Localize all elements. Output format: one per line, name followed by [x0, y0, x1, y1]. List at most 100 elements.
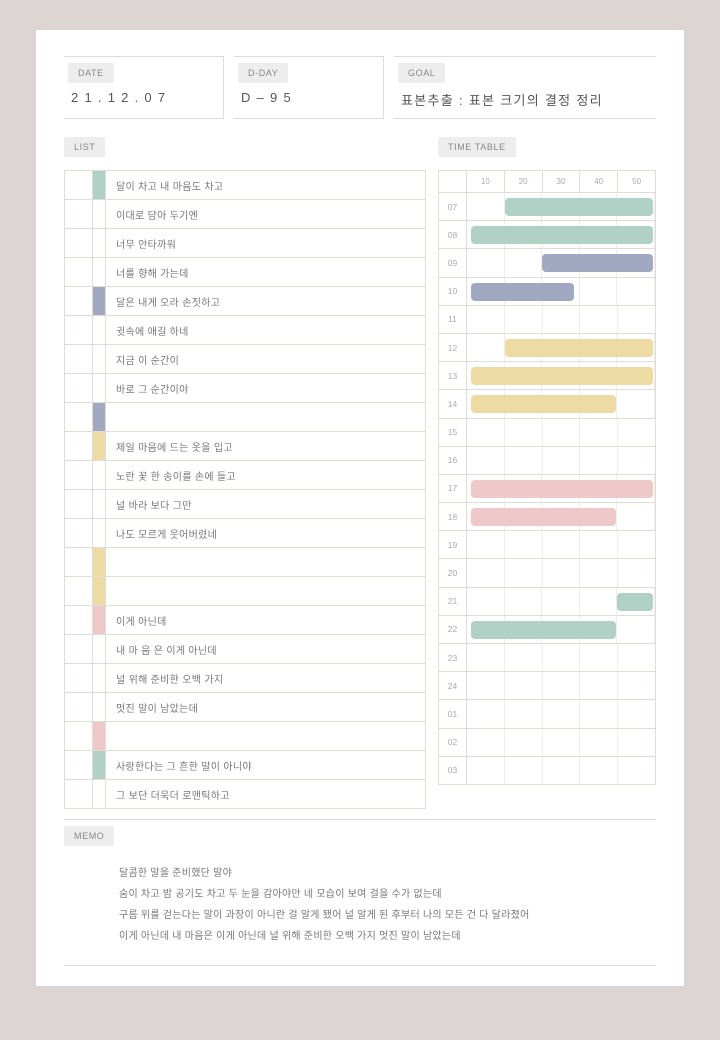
timetable-row: 23 — [439, 644, 655, 672]
list-text — [106, 403, 425, 431]
timetable-cell — [467, 588, 505, 615]
timetable-cell — [617, 616, 655, 643]
list-text: 너를 향해 가는데 — [106, 258, 425, 286]
list-check-cell[interactable] — [65, 258, 93, 286]
timetable-header: 1020304050 — [439, 171, 655, 193]
list-row: 너를 향해 가는데 — [65, 258, 425, 287]
list-check-cell[interactable] — [65, 606, 93, 634]
list-check-cell[interactable] — [65, 171, 93, 199]
list-check-cell[interactable] — [65, 461, 93, 489]
timetable-cell — [543, 306, 581, 333]
list-text: 널 바라 보다 그만 — [106, 490, 425, 518]
timetable-cell — [618, 644, 655, 671]
timetable-cell — [505, 306, 543, 333]
list-check-cell[interactable] — [65, 519, 93, 547]
list-check-cell[interactable] — [65, 780, 93, 808]
list-check-cell[interactable] — [65, 432, 93, 460]
timetable-bar — [471, 480, 653, 498]
list-color-marker — [93, 403, 106, 431]
timetable-grid — [467, 531, 655, 558]
list-check-cell[interactable] — [65, 403, 93, 431]
list-check-cell[interactable] — [65, 490, 93, 518]
timetable-cell — [618, 531, 655, 558]
timetable-hour-label: 14 — [439, 390, 467, 417]
list-text: 내 마 음 은 이게 아닌데 — [106, 635, 425, 663]
timetable-cell — [505, 700, 543, 727]
timetable-row: 19 — [439, 531, 655, 559]
timetable-row: 22 — [439, 616, 655, 644]
timetable-cell — [467, 306, 505, 333]
timetable-cell — [467, 447, 505, 474]
list-check-cell[interactable] — [65, 635, 93, 663]
timetable-hour-label: 21 — [439, 588, 467, 615]
list-text: 멋진 말이 남았는데 — [106, 693, 425, 721]
list-row: 이게 아닌데 — [65, 606, 425, 635]
timetable-minute-header: 30 — [543, 171, 581, 192]
list-check-cell[interactable] — [65, 722, 93, 750]
list-check-cell[interactable] — [65, 693, 93, 721]
timetable-cell — [505, 447, 543, 474]
timetable-cell — [580, 672, 618, 699]
timetable-hour-label: 13 — [439, 362, 467, 389]
list-check-cell[interactable] — [65, 548, 93, 576]
timetable-cell — [580, 757, 618, 784]
list-check-cell[interactable] — [65, 316, 93, 344]
list-check-cell[interactable] — [65, 229, 93, 257]
list-row: 멋진 말이 남았는데 — [65, 693, 425, 722]
timetable-hour-label: 23 — [439, 644, 467, 671]
timetable-hour-label: 11 — [439, 306, 467, 333]
timetable-hour-label: 16 — [439, 447, 467, 474]
list-text — [106, 722, 425, 750]
list-color-marker — [93, 374, 106, 402]
list-color-marker — [93, 258, 106, 286]
timetable-cell — [467, 700, 505, 727]
list-check-cell[interactable] — [65, 374, 93, 402]
list-text: 달이 차고 내 마음도 차고 — [106, 171, 425, 199]
memo-line: 숨이 차고 밤 공기도 차고 두 눈을 감아야만 네 모습이 보여 걸을 수가 … — [119, 884, 656, 905]
list-check-cell[interactable] — [65, 287, 93, 315]
timetable-bar — [505, 198, 654, 216]
list-color-marker — [93, 316, 106, 344]
list-check-cell[interactable] — [65, 577, 93, 605]
timetable-cell — [618, 447, 655, 474]
timetable-cell — [505, 249, 543, 276]
timetable-cell — [543, 672, 581, 699]
list-color-marker — [93, 664, 106, 692]
list-row — [65, 548, 425, 577]
list-check-cell[interactable] — [65, 345, 93, 373]
dday-value: D – 9 5 — [238, 90, 379, 105]
timetable-grid — [467, 616, 655, 643]
list-text: 지금 이 순간이 — [106, 345, 425, 373]
timetable-cell — [580, 559, 618, 586]
timetable-hour-label: 24 — [439, 672, 467, 699]
list-row: 널 위해 준비한 오백 가지 — [65, 664, 425, 693]
list-row: 제일 마음에 드는 옷을 입고 — [65, 432, 425, 461]
timetable-cell — [580, 278, 618, 305]
timetable-hour-label: 20 — [439, 559, 467, 586]
timetable-hour-label: 01 — [439, 700, 467, 727]
timetable-cell — [618, 700, 655, 727]
timetable-bar — [471, 621, 616, 639]
timetable-cell — [467, 531, 505, 558]
list-color-marker — [93, 461, 106, 489]
timetable-row: 02 — [439, 729, 655, 757]
list-color-marker — [93, 606, 106, 634]
list-check-cell[interactable] — [65, 751, 93, 779]
list-text: 나도 모르게 웃어버렸네 — [106, 519, 425, 547]
timetable-cell — [543, 559, 581, 586]
list-check-cell[interactable] — [65, 200, 93, 228]
timetable-hour-label: 09 — [439, 249, 467, 276]
list-row: 내 마 음 은 이게 아닌데 — [65, 635, 425, 664]
timetable-cell — [467, 249, 505, 276]
list-row: 이대로 담아 두기엔 — [65, 200, 425, 229]
timetable-cell — [580, 306, 618, 333]
timetable-cell — [618, 559, 655, 586]
timetable-row: 07 — [439, 193, 655, 221]
timetable-cell — [580, 419, 618, 446]
list-check-cell[interactable] — [65, 664, 93, 692]
timetable-cell — [467, 757, 505, 784]
list-color-marker — [93, 432, 106, 460]
timetable-grid — [467, 475, 655, 502]
list-text: 널 위해 준비한 오백 가지 — [106, 664, 425, 692]
list-text: 노란 꽃 한 송이를 손에 들고 — [106, 461, 425, 489]
